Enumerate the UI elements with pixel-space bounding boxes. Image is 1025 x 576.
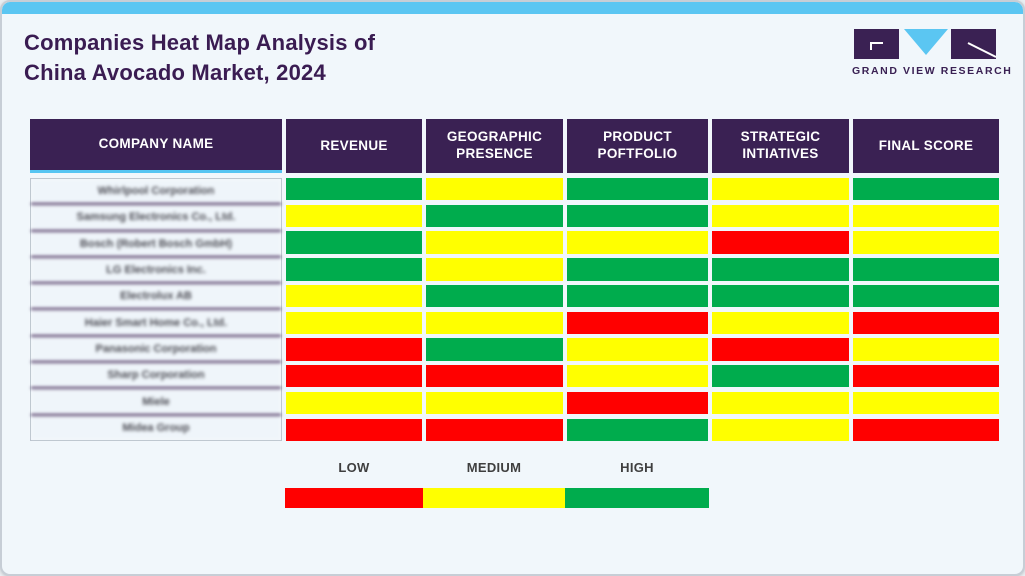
heatmap-cell-r3-c1-high — [286, 231, 422, 254]
heatmap-cell-r2-c5-medium — [853, 204, 999, 228]
heatmap-cell-r1-c5-high — [853, 178, 999, 201]
heatmap-cell-r9-c2-medium — [426, 391, 563, 415]
heatmap-cell-r9-c4-medium — [712, 391, 849, 415]
legend-label-high: HIGH — [620, 459, 654, 475]
heat-map-table: COMPANY NAME REVENUE GEOGRAPHIC PRESENCE… — [30, 119, 1000, 441]
company-name-row-4: LG Electronics Inc. — [31, 258, 281, 285]
heatmap-cell-r8-c4-high — [712, 365, 849, 388]
heatmap-cell-r4-c3-high — [567, 258, 708, 281]
heatmap-cell-r8-c3-medium — [567, 365, 708, 388]
heatmap-cell-r4-c5-high — [853, 258, 999, 281]
heatmap-cell-r4-c2-medium — [426, 258, 563, 281]
heatmap-cell-r8-c1-low — [286, 365, 422, 388]
heatmap-cell-r7-c2-high — [426, 338, 563, 361]
heatmap-cell-r1-c3-high — [567, 178, 708, 201]
heatmap-cell-r10-c5-low — [853, 418, 999, 441]
company-name-row-10: Midea Group — [31, 416, 281, 440]
legend: LOW MEDIUM HIGH — [285, 458, 709, 508]
company-name-row-7: Panasonic Corporation — [31, 337, 281, 364]
table-header-row: COMPANY NAME REVENUE GEOGRAPHIC PRESENCE… — [30, 119, 1000, 173]
heatmap-cell-r6-c1-medium — [286, 311, 422, 334]
legend-swatch-low — [285, 488, 423, 508]
grand-view-research-logo: GRAND VIEW RESEARCH — [852, 28, 1013, 77]
column-header-final-score: FINAL SCORE — [853, 119, 999, 173]
heatmap-cell-r6-c2-medium — [426, 311, 563, 334]
heatmap-cell-r8-c2-low — [426, 365, 563, 388]
heatmap-cell-r9-c1-medium — [286, 391, 422, 415]
company-name-row-5: Electrolux AB — [31, 284, 281, 311]
heatmap-cell-r1-c1-high — [286, 178, 422, 201]
heatmap-cell-r6-c3-low — [567, 311, 708, 334]
heatmap-cell-r9-c3-low — [567, 391, 708, 415]
company-name-row-8: Sharp Corporation — [31, 363, 281, 390]
page-title: Companies Heat Map Analysis of China Avo… — [24, 28, 375, 88]
column-header-product-portfolio: PRODUCT POFTFOLIO — [567, 119, 708, 173]
company-name-row-1: Whirlpool Corporation — [31, 179, 281, 206]
heatmap-cell-r7-c5-medium — [853, 338, 999, 361]
column-header-revenue: REVENUE — [286, 119, 422, 173]
heatmap-cell-r2-c1-medium — [286, 204, 422, 228]
company-name-row-3: Bosch (Robert Bosch GmbH) — [31, 232, 281, 258]
company-name-row-6: Haier Smart Home Co., Ltd. — [31, 310, 281, 337]
heatmap-cell-r2-c4-medium — [712, 204, 849, 228]
legend-labels: LOW MEDIUM HIGH — [285, 458, 709, 476]
heatmap-cell-r4-c4-high — [712, 258, 849, 281]
title-line-1: Companies Heat Map Analysis of — [24, 30, 376, 55]
heatmap-cell-r3-c3-medium — [567, 231, 708, 254]
title-line-2: China Avocado Market, 2024 — [24, 60, 326, 85]
heatmap-cell-r6-c4-medium — [712, 311, 849, 334]
heatmap-cell-r1-c2-medium — [426, 178, 563, 201]
heatmap-cell-r7-c1-low — [286, 338, 422, 361]
heatmap-cell-r4-c1-high — [286, 258, 422, 281]
column-header-strategic-initiatives: STRATEGIC INTIATIVES — [712, 119, 849, 173]
heatmap-cell-r10-c1-low — [286, 418, 422, 441]
table-body: Whirlpool Corporation Samsung Electronics… — [30, 178, 1000, 441]
heatmap-cell-r5-c5-high — [853, 284, 999, 308]
legend-swatch-medium — [423, 488, 565, 508]
heatmap-cell-r8-c5-low — [853, 365, 999, 388]
legend-bar — [285, 488, 709, 508]
heatmap-cell-r7-c4-low — [712, 338, 849, 361]
heatmap-cell-r6-c5-low — [853, 311, 999, 334]
logo-brand-text: GRAND VIEW RESEARCH — [852, 65, 1013, 77]
company-name-row-9: Miele — [31, 389, 281, 416]
company-column: Whirlpool Corporation Samsung Electronics… — [30, 178, 282, 441]
heatmap-cell-r5-c2-high — [426, 284, 563, 308]
legend-label-medium: MEDIUM — [466, 459, 522, 475]
heatmap-cell-r1-c4-medium — [712, 178, 849, 201]
heatmap-cell-r10-c2-low — [426, 418, 563, 441]
heatmap-cell-r9-c5-medium — [853, 391, 999, 415]
heatmap-cell-r7-c3-medium — [567, 338, 708, 361]
column-header-geographic-presence: GEOGRAPHIC PRESENCE — [426, 119, 563, 173]
heatmap-cell-r3-c5-medium — [853, 231, 999, 254]
heatmap-cell-r5-c4-high — [712, 284, 849, 308]
heatmap-cell-r3-c4-low — [712, 231, 849, 254]
company-name-row-2: Samsung Electronics Co., Ltd. — [31, 205, 281, 232]
heatmap-cell-r10-c3-high — [567, 418, 708, 441]
heatmap-cell-r3-c2-medium — [426, 231, 563, 254]
heatmap-cell-r5-c1-medium — [286, 284, 422, 308]
legend-swatch-high — [565, 488, 709, 508]
heatmap-cell-r5-c3-high — [567, 284, 708, 308]
heatmap-cell-r10-c4-medium — [712, 418, 849, 441]
heatmap-cell-r2-c3-high — [567, 204, 708, 228]
column-header-company-name: COMPANY NAME — [30, 119, 282, 173]
legend-label-low: LOW — [338, 459, 370, 475]
gvr-logo-icon — [854, 29, 997, 59]
heatmap-cell-r2-c2-high — [426, 204, 563, 228]
top-accent-bar — [2, 2, 1023, 14]
heatmap-grid — [286, 178, 999, 441]
